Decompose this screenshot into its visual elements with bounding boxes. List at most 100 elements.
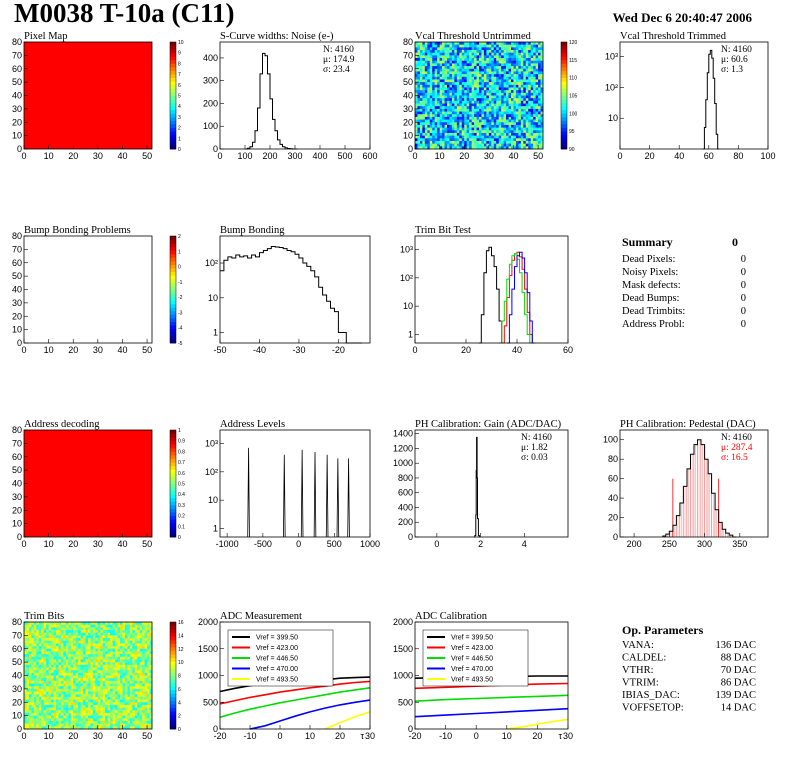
heatmap-cell (479, 122, 482, 126)
heatmap-cell (80, 686, 84, 690)
heatmap-cell (508, 92, 512, 96)
heatmap-cell (147, 624, 150, 628)
heatmap-cell (422, 95, 426, 99)
heatmap-cell (46, 624, 50, 628)
heatmap-cell (107, 712, 111, 717)
heatmap-cell (78, 662, 82, 666)
heatmap-cell (476, 106, 480, 110)
heatmap-cell (63, 646, 67, 650)
heatmap-cell (70, 704, 74, 708)
heatmap-cell (83, 707, 86, 711)
heatmap-cell (456, 127, 460, 131)
y-tick-label: 70 (12, 244, 22, 254)
heatmap-cell (115, 726, 118, 730)
heatmap-cell (31, 683, 35, 687)
heatmap-cell (486, 122, 490, 126)
heatmap-cell (63, 699, 67, 703)
heatmap-cell (88, 651, 91, 655)
y-tick-label: 0 (17, 338, 22, 348)
heatmap-cell (46, 696, 50, 700)
heatmap-cell (97, 707, 101, 711)
heatmap-cell (28, 643, 32, 647)
color-scale-segment (170, 693, 176, 698)
heatmap-cell (530, 55, 534, 59)
color-scale-segment (170, 458, 176, 463)
heatmap-cell (95, 627, 99, 631)
heatmap-cell (149, 718, 153, 722)
heatmap-cell (464, 47, 468, 51)
heatmap-cell (110, 640, 114, 644)
heatmap-cell (149, 680, 153, 684)
heatmap-cell (70, 672, 74, 676)
heatmap-cell (144, 680, 148, 684)
heatmap-cell (63, 718, 67, 722)
heatmap-cell (102, 678, 106, 682)
heatmap-cell (51, 632, 54, 636)
heatmap-cell (147, 651, 150, 655)
heatmap-cell (466, 100, 470, 104)
heatmap-cell (122, 686, 126, 690)
heatmap-cell (447, 124, 450, 128)
heatmap-cell (75, 648, 79, 652)
heatmap-cell (137, 683, 141, 687)
series-line (478, 246, 505, 344)
heatmap-cell (444, 79, 448, 83)
heatmap-cell (73, 672, 77, 676)
heatmap-cell (24, 651, 27, 655)
heatmap-cell (535, 74, 539, 78)
heatmap-cell (85, 720, 89, 725)
heatmap-cell (518, 138, 522, 142)
heatmap-cell (459, 106, 463, 110)
heatmap-cell (112, 678, 116, 682)
heatmap-cell (147, 726, 150, 730)
chart-title: Bump Bonding Problems (24, 225, 131, 236)
heatmap-cell (466, 95, 470, 99)
heatmap-cell (117, 643, 121, 647)
heatmap-cell (33, 715, 37, 719)
heatmap-cell (419, 90, 423, 94)
heatmap-cell (415, 55, 418, 59)
color-scale-segment (170, 45, 176, 50)
heatmap-cell (41, 651, 45, 655)
heatmap-cell (26, 622, 30, 626)
heatmap-cell (535, 87, 539, 91)
heatmap-cell (41, 718, 45, 722)
heatmap-cell (459, 100, 463, 104)
heatmap-cell (444, 143, 448, 147)
legend-entry: Vref = 493.50 (451, 677, 493, 684)
heatmap-cell (139, 704, 143, 708)
heatmap-cell (24, 632, 27, 636)
color-scale-label: 12 (178, 647, 184, 653)
heatmap-cell (107, 680, 111, 684)
heatmap-cell (520, 106, 524, 110)
heatmap-cell (120, 702, 123, 706)
heatmap-cell (422, 47, 426, 51)
heatmap-cell (518, 55, 522, 59)
heatmap-cell (73, 667, 77, 671)
heatmap-cell (429, 138, 433, 142)
heatmap-cell (129, 648, 133, 652)
heatmap-cell (46, 630, 50, 634)
heatmap-cell (110, 723, 114, 727)
heatmap-cell (447, 132, 450, 137)
heatmap-cell (429, 68, 433, 72)
heatmap-cell (535, 138, 539, 142)
heatmap-cell (520, 84, 524, 88)
heatmap-cell (488, 138, 492, 142)
heatmap-cell (100, 678, 104, 682)
heatmap-cell (129, 726, 133, 730)
heatmap-cell (31, 688, 35, 692)
heatmap-cell (456, 87, 460, 91)
heatmap-cell (60, 672, 64, 676)
color-scale-segment (170, 704, 176, 708)
heatmap-cell (508, 106, 512, 110)
heatmap-cell (493, 140, 497, 145)
heatmap-cell (419, 116, 423, 120)
heatmap-cell (515, 68, 519, 72)
heatmap-cell (479, 140, 482, 145)
heatmap-cell (469, 111, 473, 115)
y-tick-label: 0 (17, 724, 22, 734)
heatmap-cell (90, 675, 94, 679)
heatmap-cell (92, 712, 96, 717)
